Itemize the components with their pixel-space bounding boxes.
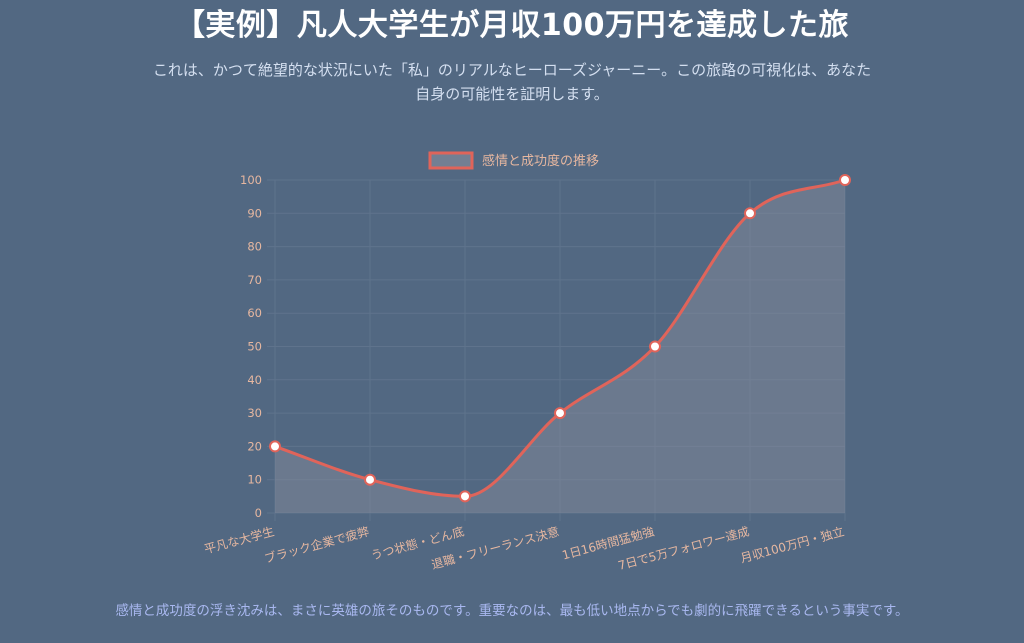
data-point bbox=[744, 207, 756, 220]
data-point bbox=[269, 440, 281, 453]
y-tick-label: 70 bbox=[247, 273, 262, 287]
data-point bbox=[554, 407, 566, 420]
data-point bbox=[459, 490, 471, 503]
series-area bbox=[275, 180, 845, 513]
data-point bbox=[364, 473, 376, 486]
legend-label: 感情と成功度の推移 bbox=[482, 153, 599, 169]
y-tick-label: 30 bbox=[247, 406, 262, 420]
x-tick-label: ブラック企業で疲弊 bbox=[263, 523, 371, 565]
y-tick-label: 60 bbox=[247, 306, 262, 320]
page-footer: 感情と成功度の浮き沈みは、まさに英雄の旅そのものです。重要なのは、最も低い地点か… bbox=[115, 603, 909, 619]
data-point bbox=[839, 174, 851, 186]
y-tick-label: 10 bbox=[247, 473, 262, 487]
y-tick-label: 100 bbox=[240, 173, 262, 187]
chart-container: 0 10 20 30 40 50 60 70 80 90 100 平凡な大学生 ブラック企業で疲弊 うつ状… bbox=[0, 140, 1024, 580]
line-chart: 0102030405060708090100平凡な大学生ブラック企業で疲弊うつ状… bbox=[202, 151, 851, 573]
y-tick-label: 40 bbox=[247, 373, 262, 387]
y-tick-label: 80 bbox=[247, 240, 262, 254]
page-title: 【実例】凡人大学生が月収100万円を達成した旅 bbox=[174, 8, 850, 43]
y-tick-label: 90 bbox=[247, 206, 262, 220]
x-tick-label: 月収100万円・独立 bbox=[739, 523, 846, 565]
y-tick-label: 20 bbox=[247, 439, 262, 453]
data-point bbox=[649, 340, 661, 353]
y-tick-label: 50 bbox=[247, 340, 262, 354]
y-tick-label: 0 bbox=[255, 506, 262, 520]
page-subtitle: これは、かつて絶望的な状況にいた「私」のリアルなヒーローズジャーニー。この旅路の… bbox=[152, 61, 872, 103]
legend-swatch bbox=[428, 151, 474, 170]
